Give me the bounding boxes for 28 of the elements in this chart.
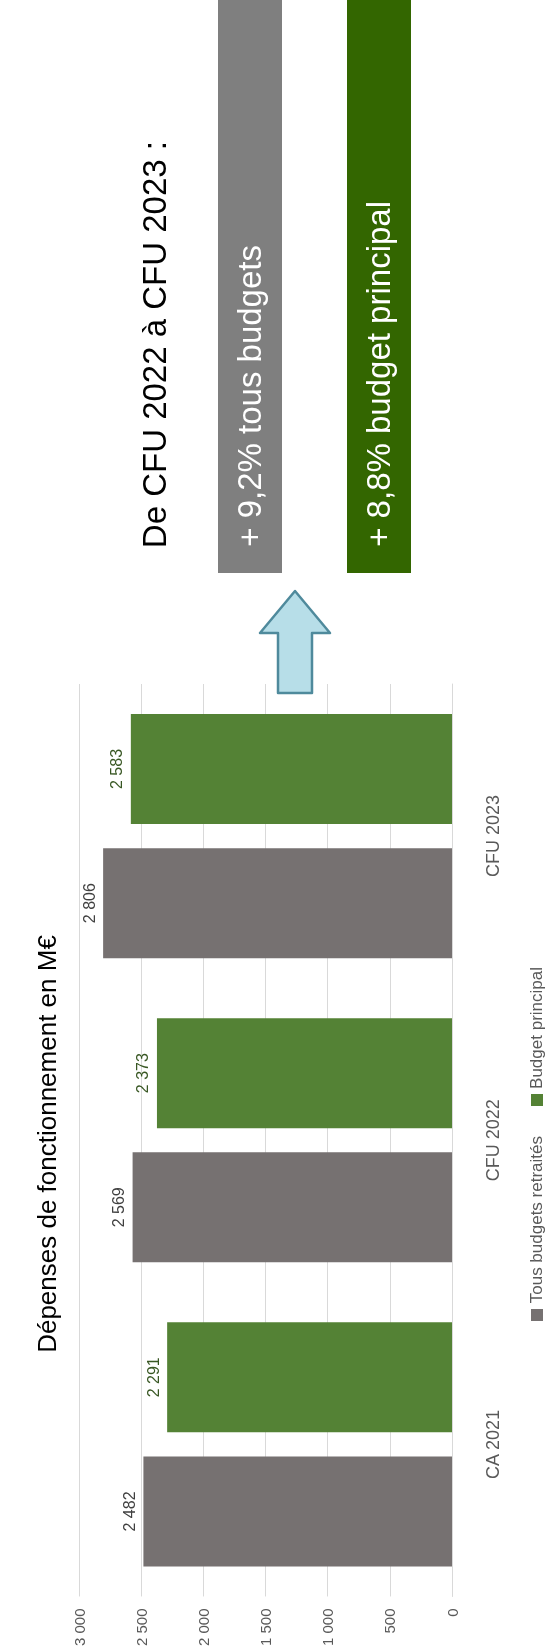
x-tick-label: 3 000 — [70, 1608, 88, 1647]
data-label: 2 291 — [144, 1357, 162, 1398]
x-tick-label: 1 500 — [257, 1608, 274, 1647]
text-box: + 9,2% tous budgets — [218, 0, 282, 573]
bar — [156, 1018, 452, 1129]
x-tick-label: 2 500 — [132, 1608, 150, 1647]
text: Tous budgets retraités — [527, 1136, 547, 1304]
y-tick-label: CA 2021 — [483, 1409, 503, 1479]
text-box: + 8,8% budget principal — [347, 0, 411, 573]
y-tick-label: CFU 2023 — [483, 795, 503, 878]
bar — [132, 1152, 452, 1263]
y-tick-label: CFU 2022 — [483, 1099, 503, 1182]
text: Budget principal — [527, 967, 547, 1090]
bar — [143, 1456, 452, 1567]
x-tick-label: 0 — [443, 1608, 461, 1617]
x-tick-label: 500 — [381, 1608, 399, 1634]
bar — [103, 848, 452, 959]
data-label: 2 373 — [134, 1053, 152, 1094]
data-label: 2 569 — [110, 1187, 128, 1228]
data-label: 2 583 — [108, 748, 126, 789]
x-tick-label: 1 000 — [319, 1608, 337, 1647]
data-label: 2 806 — [80, 883, 98, 924]
bar — [167, 1322, 452, 1433]
text: Dépenses de fonctionnement en M€ — [32, 934, 62, 1353]
x-tick-label: 2 000 — [194, 1608, 212, 1647]
text: De CFU 2022 à CFU 2023 : — [136, 140, 174, 548]
data-label: 2 482 — [120, 1491, 138, 1532]
bar — [130, 713, 452, 824]
